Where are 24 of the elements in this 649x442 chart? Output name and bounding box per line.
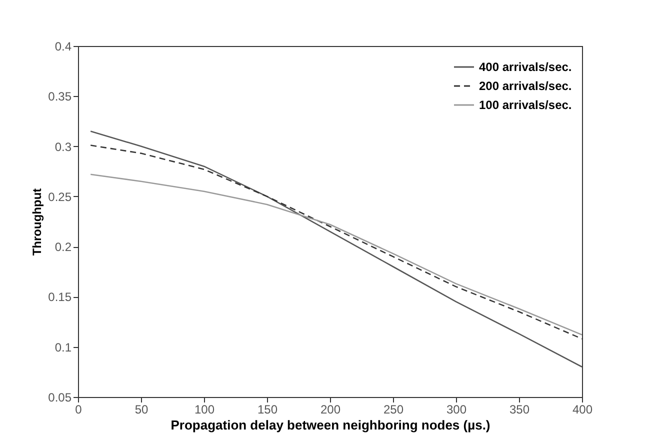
- x-tick-label: 200: [320, 402, 341, 416]
- y-tick-label: 0.35: [48, 90, 72, 104]
- line-series: [90, 174, 582, 336]
- y-tick-label: 0.05: [48, 390, 72, 404]
- x-tick-label: 150: [257, 402, 278, 416]
- y-tick-label: 0.1: [54, 340, 72, 354]
- legend-label: 400 arrivals/sec.: [479, 60, 572, 74]
- x-tick-label: 400: [572, 402, 593, 416]
- line-series: [90, 130, 582, 368]
- y-axis-title: Throughput: [30, 188, 44, 256]
- x-tick-label: 0: [75, 402, 82, 416]
- x-tick-label: 100: [194, 402, 215, 416]
- y-tick-label: 0.2: [54, 240, 72, 254]
- x-tick-label: 300: [446, 402, 467, 416]
- y-tick-label: 0.3: [54, 140, 72, 154]
- y-tick-label: 0.4: [54, 40, 72, 54]
- y-tick-label: 0.15: [48, 290, 72, 304]
- x-tick-label: 250: [383, 402, 404, 416]
- x-tick-label: 350: [509, 402, 530, 416]
- x-axis-title: Propagation delay between neighboring nodes (µs.): [170, 418, 490, 432]
- legend-label: 200 arrivals/sec.: [479, 79, 572, 93]
- legend-label: 100 arrivals/sec.: [479, 98, 572, 112]
- x-tick-label: 50: [134, 402, 148, 416]
- y-tick-label: 0.25: [48, 190, 72, 204]
